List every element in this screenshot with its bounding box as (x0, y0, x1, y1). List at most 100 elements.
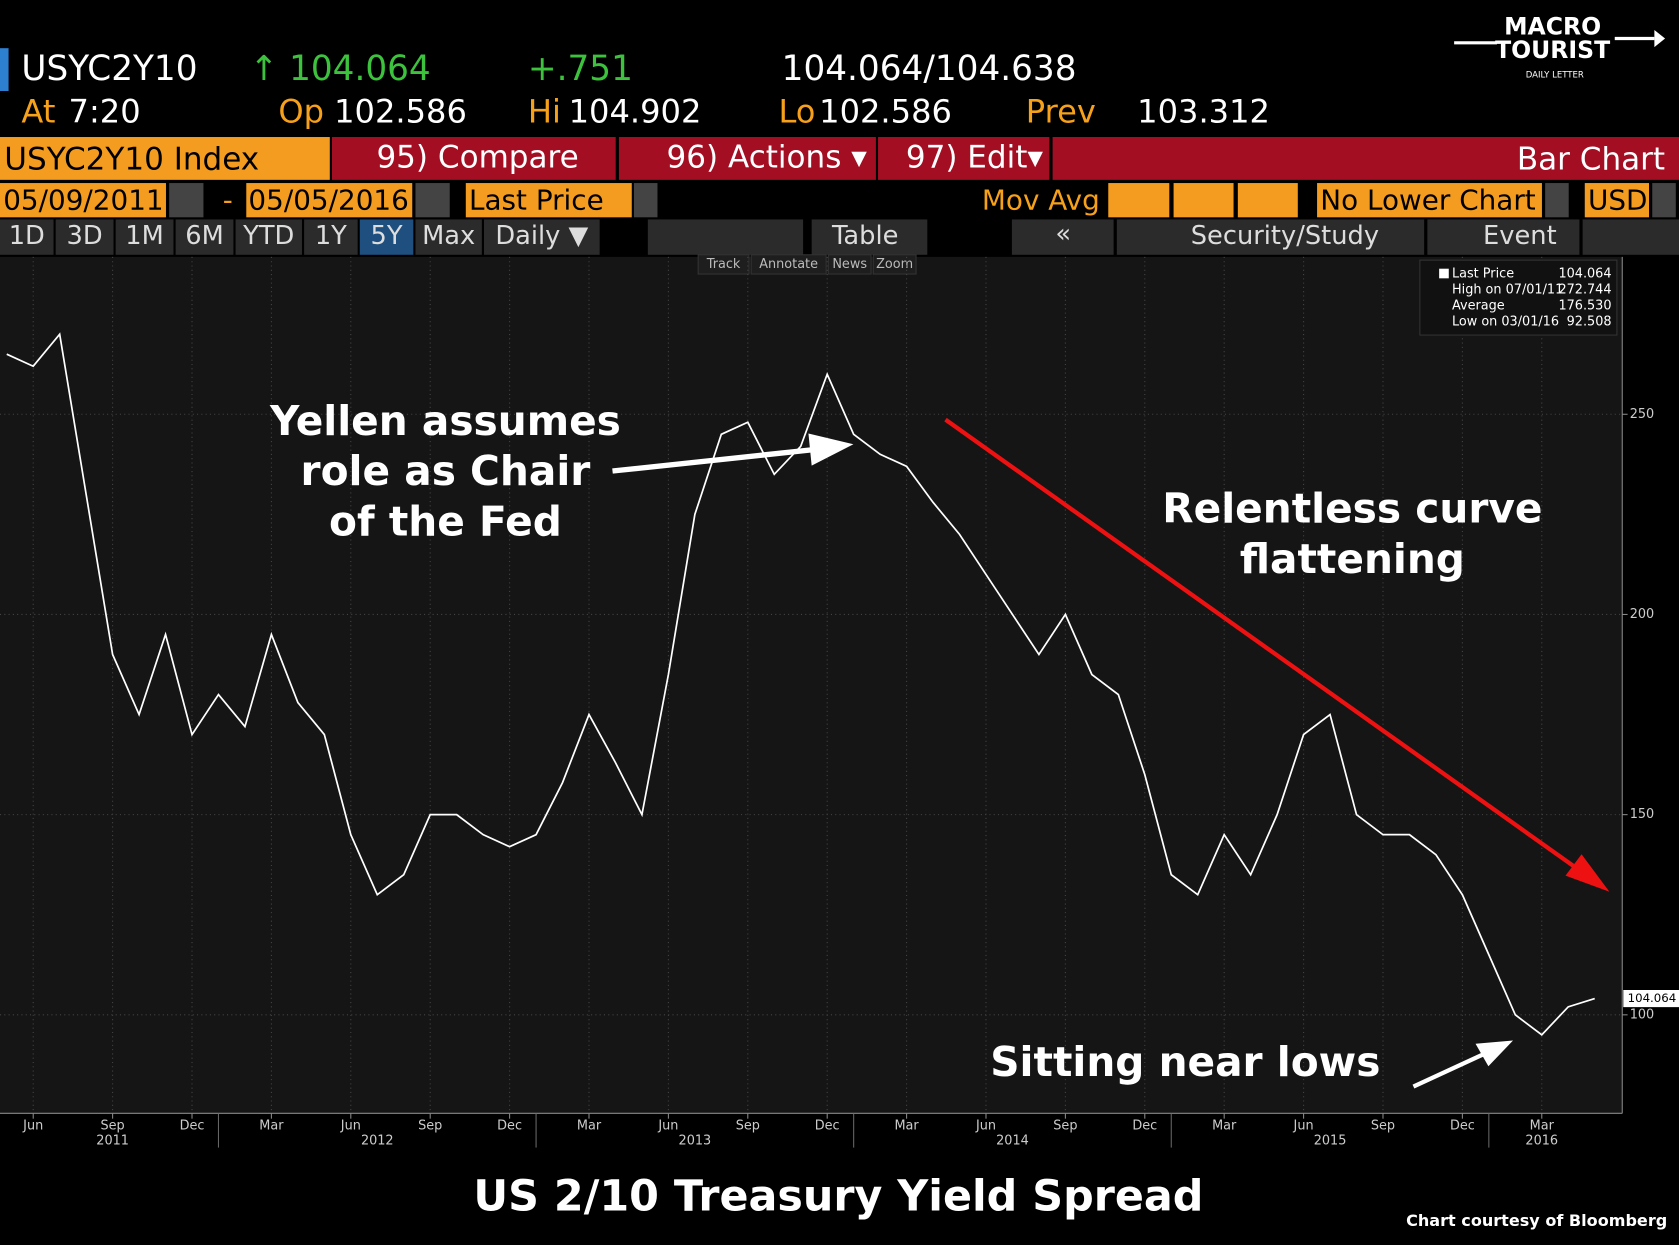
legend-value: 272.744 (1558, 283, 1611, 298)
collapse-button[interactable] (1011, 219, 1114, 255)
period-button[interactable] (415, 219, 482, 255)
currency-box[interactable] (1584, 183, 1650, 218)
x-tick-label: Sep (1053, 1119, 1077, 1134)
plot: 100 150 200 250 Jun Sep Dec Mar Jun Sep Dec Mar Jun S… (0, 256, 1679, 1149)
period-button[interactable] (359, 219, 414, 255)
op-label: Op (278, 92, 324, 130)
annotation: of the Fed (329, 498, 562, 546)
lower-chart: No Lower Chart (1320, 183, 1535, 216)
field: Last Price (469, 183, 604, 216)
year-label: 2014 (996, 1134, 1029, 1149)
calendar-icon[interactable] (169, 183, 204, 218)
legend-label: Last Price (1452, 267, 1514, 282)
y-tick-label: 200 (1630, 607, 1655, 622)
last-value-label: 104.064 (1628, 991, 1677, 1005)
bid-ask: 104.064/104.638 (782, 49, 1077, 89)
study-button[interactable] (1116, 219, 1425, 255)
period-button[interactable] (175, 219, 234, 255)
period-label: YTD (242, 221, 294, 251)
x-tick-label: Sep (101, 1119, 125, 1134)
legend-value: 176.530 (1558, 299, 1611, 314)
x-tick-label: Dec (1132, 1119, 1157, 1134)
actions: 96) Actions ▾ (667, 139, 868, 175)
legend-box (1419, 259, 1618, 336)
annotation-arrow-head (1475, 1040, 1514, 1067)
mov-avg-box[interactable] (1173, 183, 1234, 218)
period-button[interactable] (304, 219, 358, 255)
settings-button[interactable] (1582, 219, 1679, 255)
tool-button[interactable] (697, 254, 750, 275)
x-tick-label: Sep (736, 1119, 760, 1134)
legend-label: High on 07/01/11 (1452, 283, 1563, 298)
legend-label: Low on 03/01/16 (1452, 315, 1559, 330)
compare-button[interactable] (331, 137, 616, 180)
y-tick-label: 250 (1630, 407, 1655, 422)
event: Event (1483, 221, 1557, 251)
dropdown[interactable] (1545, 183, 1569, 218)
compare: 95) Compare (376, 139, 578, 175)
op-value: 102.586 (334, 92, 467, 130)
dropdown[interactable] (1652, 183, 1676, 218)
tool-label: Annotate (759, 257, 818, 272)
prev-value: 103.312 (1137, 92, 1270, 130)
end-date: 05/05/2016 (248, 183, 408, 216)
legend-value: 92.508 (1567, 315, 1612, 330)
mov-avg-box[interactable] (1237, 183, 1298, 218)
logo-bottom: TOURIST (1495, 36, 1610, 64)
annotation-arrow-head (808, 433, 854, 466)
security-box[interactable] (0, 137, 330, 180)
lo-value: 102.586 (819, 92, 952, 130)
tool-label: Zoom (876, 257, 913, 272)
tool-button[interactable] (750, 254, 827, 275)
table-button[interactable] (811, 219, 928, 255)
credit: Chart courtesy of Bloomberg (1406, 1211, 1667, 1230)
x-tick-label: Mar (1212, 1119, 1237, 1134)
ticker: USYC2Y10 (21, 49, 197, 89)
x-tick-label: Mar (259, 1119, 284, 1134)
dropdown[interactable] (633, 183, 658, 218)
prev-label: Prev (1026, 92, 1096, 130)
x-tick-label: Jun (22, 1119, 43, 1134)
logo-top: MACRO (1504, 12, 1601, 40)
tool-buttons: Track Annotate News Zoom (697, 254, 917, 275)
tool-button[interactable] (827, 254, 872, 275)
actions-button[interactable] (618, 137, 876, 180)
annotation: Sitting near lows (990, 1038, 1380, 1086)
ticker-marker (0, 48, 9, 91)
logo: MACRO TOURIST DAILY LETTER (1454, 12, 1666, 80)
trend-arrow (944, 417, 1592, 880)
x-tick-label: Mar (1530, 1119, 1555, 1134)
mov-avg-box[interactable] (1108, 183, 1170, 218)
lower-chart-box[interactable] (1317, 183, 1542, 218)
chart-style-buttons[interactable] (647, 219, 804, 255)
y-tick-label: 150 (1630, 807, 1655, 822)
field-box[interactable] (465, 183, 632, 218)
chart-kind: Bar Chart (1517, 142, 1665, 178)
period-button[interactable] (55, 219, 114, 255)
last: ↑ 104.064 (249, 49, 430, 89)
edit-button[interactable] (878, 137, 1050, 180)
start-date: 05/09/2011 (3, 183, 163, 216)
period-button[interactable] (483, 219, 600, 255)
x-tick-label: Dec (497, 1119, 522, 1134)
start-date-box[interactable] (0, 183, 166, 218)
legend-label: Average (1452, 299, 1505, 314)
date-dash: - (223, 183, 233, 216)
calendar-icon[interactable] (415, 183, 450, 218)
period-button[interactable] (0, 219, 54, 255)
end-date-box[interactable] (246, 183, 413, 218)
year-label: 2015 (1314, 1134, 1347, 1149)
annotation-arrow (612, 446, 815, 474)
period-label: 1Y (315, 221, 347, 251)
period-button[interactable] (235, 219, 302, 255)
year-label: 2016 (1525, 1134, 1558, 1149)
x-tick-label: Dec (180, 1119, 205, 1134)
event-button[interactable] (1427, 219, 1580, 255)
annotation: role as Chair (301, 447, 591, 495)
x-tick-label: Sep (1371, 1119, 1395, 1134)
tool-button[interactable] (872, 254, 917, 275)
period-button[interactable] (115, 219, 174, 255)
year-label: 2012 (361, 1134, 394, 1149)
